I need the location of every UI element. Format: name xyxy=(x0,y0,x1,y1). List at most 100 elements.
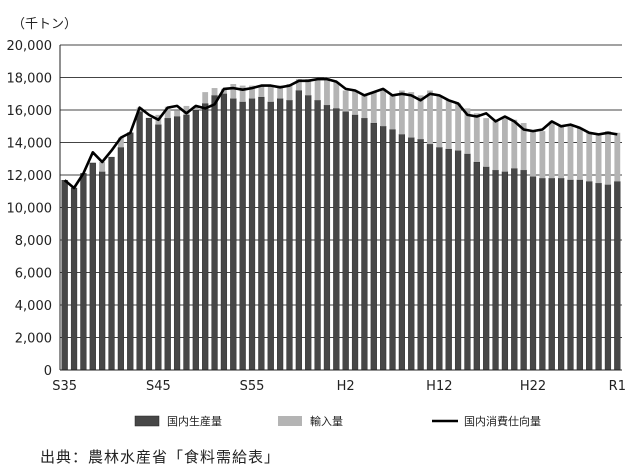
bar-imports xyxy=(333,82,340,109)
bar-domestic-production xyxy=(445,148,452,371)
bar-imports xyxy=(464,108,471,154)
bar-domestic-production xyxy=(398,134,405,371)
x-tick-label: H12 xyxy=(426,379,452,394)
bar-domestic-production xyxy=(604,184,612,371)
bar-domestic-production xyxy=(501,171,509,371)
bar-imports xyxy=(595,134,602,184)
legend-label: 輸入量 xyxy=(310,414,343,428)
bar-imports xyxy=(277,85,284,99)
y-tick-label: 2,000 xyxy=(15,332,52,347)
bar-domestic-production xyxy=(211,95,218,371)
bar-domestic-production xyxy=(99,171,106,371)
bar-imports xyxy=(202,92,209,104)
bar-domestic-production xyxy=(267,101,274,371)
bar-imports xyxy=(117,137,124,148)
legend-swatch xyxy=(134,415,160,427)
bar-domestic-production xyxy=(473,161,480,371)
bar-imports xyxy=(305,79,312,96)
bar-domestic-production xyxy=(61,179,68,371)
bar-domestic-production xyxy=(145,117,153,371)
bar-domestic-production xyxy=(305,95,312,371)
bar-imports xyxy=(539,131,546,179)
bar-domestic-production xyxy=(239,101,246,371)
bar-imports xyxy=(99,162,106,172)
legend: 国内生産量 輸入量 国内消費仕向量 xyxy=(134,414,541,428)
source-note: 出典：農林水産省「食料需給表」 xyxy=(40,448,281,466)
y-tick-label: 6,000 xyxy=(15,267,52,282)
bar-domestic-production xyxy=(117,147,124,371)
x-tick-label: H2 xyxy=(337,379,355,394)
bar-domestic-production xyxy=(342,111,349,371)
bar-domestic-production xyxy=(380,126,387,371)
bar-imports xyxy=(342,90,349,112)
bar-domestic-production xyxy=(361,117,368,371)
gridlines xyxy=(60,44,622,338)
bar-imports xyxy=(192,105,199,110)
bar-imports xyxy=(286,84,293,101)
bar-domestic-production xyxy=(127,132,134,371)
legend-label: 国内消費仕向量 xyxy=(464,414,541,428)
y-tick-label: 8,000 xyxy=(15,234,52,249)
bar-domestic-production xyxy=(492,169,499,371)
bar-imports xyxy=(249,85,255,99)
bar-imports xyxy=(174,110,180,117)
bar-domestic-production xyxy=(454,150,462,371)
bar-imports xyxy=(483,118,490,167)
bar-domestic-production xyxy=(155,124,162,371)
bar-domestic-production xyxy=(548,178,555,371)
bar-imports xyxy=(548,121,555,179)
bar-imports xyxy=(267,85,274,102)
bar-imports xyxy=(389,95,396,130)
bar-domestic-production xyxy=(426,143,434,371)
bar-domestic-production xyxy=(230,98,237,371)
bar-domestic-production xyxy=(192,109,199,371)
x-tick-label: S35 xyxy=(52,379,77,394)
bar-imports xyxy=(492,121,499,171)
bar-imports xyxy=(370,92,377,123)
bar-imports xyxy=(258,85,265,97)
bar-imports xyxy=(445,100,452,149)
bar-series xyxy=(61,77,621,371)
bar-imports xyxy=(605,131,611,185)
bar-domestic-production xyxy=(220,93,228,371)
bar-domestic-production xyxy=(567,179,574,371)
bar-imports xyxy=(427,90,433,145)
bar-domestic-production xyxy=(80,173,87,371)
x-axis-ticks: S35 S45 S55 H2 H12 H22 R1 xyxy=(52,379,626,394)
bar-imports xyxy=(164,106,171,119)
bar-domestic-production xyxy=(323,104,331,371)
bar-domestic-production xyxy=(248,98,256,371)
bar-domestic-production xyxy=(520,169,527,371)
x-tick-label: S55 xyxy=(240,379,265,394)
bar-domestic-production xyxy=(408,137,415,371)
bar-imports xyxy=(530,131,536,177)
bar-domestic-production xyxy=(183,114,190,371)
bar-imports xyxy=(576,127,583,180)
bar-domestic-production xyxy=(277,98,284,371)
bar-imports xyxy=(586,132,593,182)
bar-domestic-production xyxy=(89,162,96,371)
bar-imports xyxy=(295,79,302,91)
bar-imports xyxy=(380,88,387,127)
bar-domestic-production xyxy=(464,153,471,371)
bar-domestic-production xyxy=(539,178,546,371)
bar-imports xyxy=(502,116,508,172)
y-tick-label: 14,000 xyxy=(7,137,53,152)
bar-imports xyxy=(520,123,527,171)
bar-imports xyxy=(352,90,358,115)
bar-domestic-production xyxy=(370,122,377,371)
x-tick-label: R1 xyxy=(609,379,626,394)
bar-domestic-production xyxy=(136,111,143,371)
bar-domestic-production xyxy=(558,178,565,371)
bar-domestic-production xyxy=(586,181,593,371)
y-tick-label: 20,000 xyxy=(7,39,53,54)
bar-domestic-production xyxy=(511,168,518,371)
bar-domestic-production xyxy=(389,129,396,371)
bar-imports xyxy=(211,88,218,96)
y-tick-label: 4,000 xyxy=(15,299,52,314)
y-tick-label: 18,000 xyxy=(7,72,53,87)
bar-imports xyxy=(417,95,424,140)
bar-imports xyxy=(324,77,330,106)
y-tick-label: 16,000 xyxy=(7,104,53,119)
